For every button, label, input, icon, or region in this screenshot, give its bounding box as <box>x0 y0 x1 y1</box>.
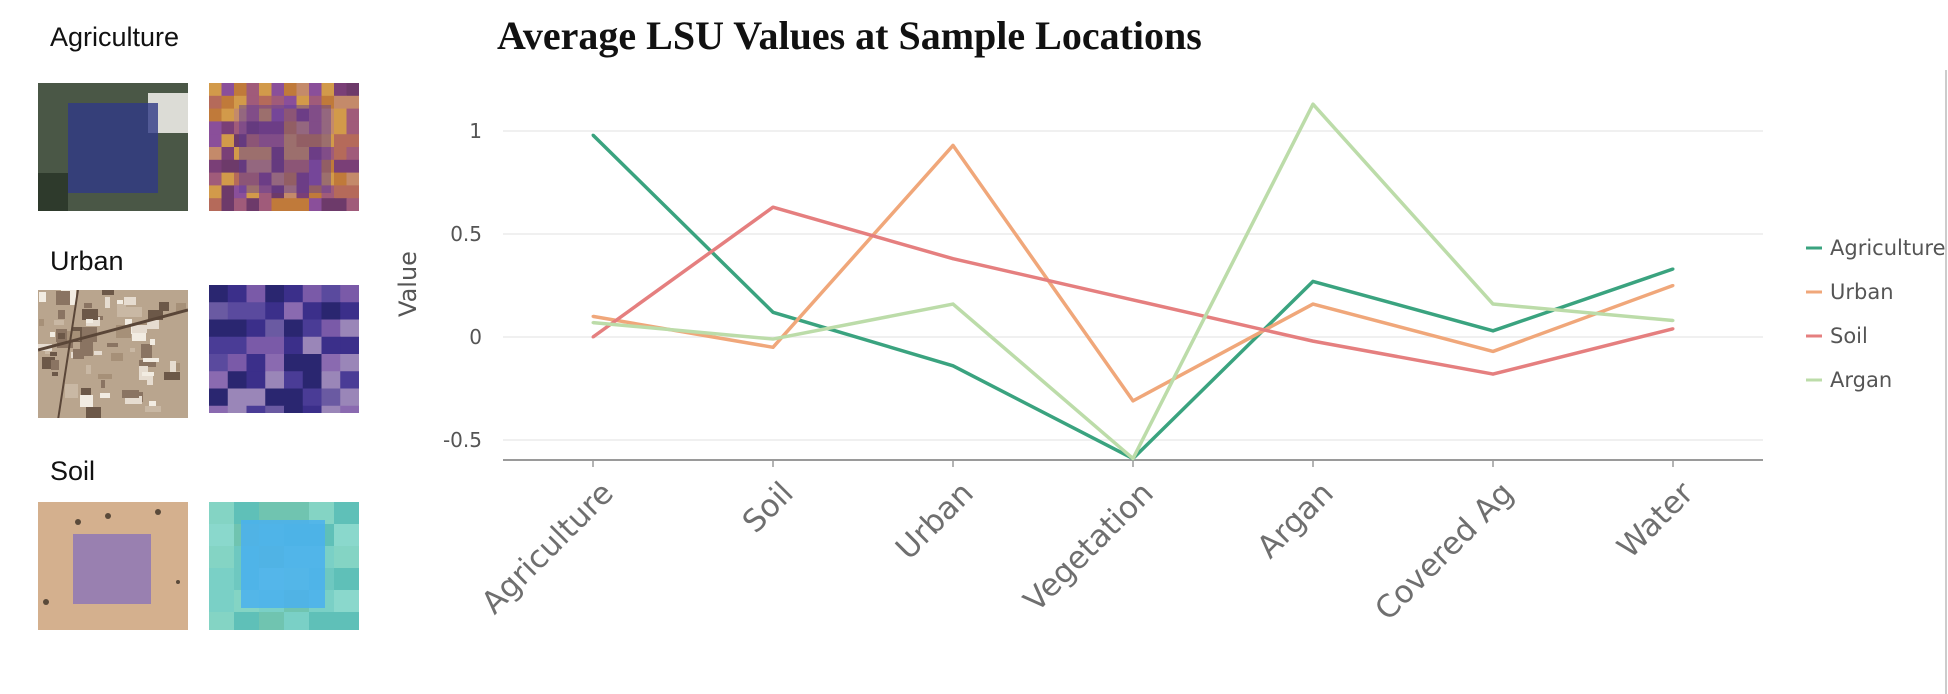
data-point <box>1311 279 1315 283</box>
y-tick-label: 0.5 <box>450 222 482 246</box>
data-point <box>771 345 775 349</box>
data-point <box>951 302 955 306</box>
data-point <box>1491 372 1495 376</box>
data-point <box>1131 298 1135 302</box>
soil-pixel-image <box>209 502 359 630</box>
data-point <box>591 133 595 137</box>
data-point <box>1491 329 1495 333</box>
panel-label-agriculture: Agriculture <box>50 22 180 52</box>
data-point <box>1671 284 1675 287</box>
urban-pixel-image <box>209 285 359 413</box>
chart-title: Average LSU Values at Sample Locations <box>497 13 1202 58</box>
data-point <box>951 364 955 368</box>
x-tick-label: Soil <box>736 475 801 540</box>
data-point <box>1311 102 1315 106</box>
data-point <box>1491 302 1495 306</box>
y-tick-label: 1 <box>469 119 482 143</box>
data-point <box>1311 302 1315 306</box>
legend-label: Urban <box>1830 280 1894 304</box>
data-point <box>1671 319 1675 323</box>
data-point <box>591 335 595 339</box>
legend: Agriculture Urban Soil Argan <box>1806 236 1946 392</box>
data-point <box>1671 267 1675 271</box>
series-line-argan <box>592 102 1674 461</box>
panel-label-soil: Soil <box>50 456 96 486</box>
panel-label-urban: Urban <box>50 246 124 276</box>
legend-label: Soil <box>1830 324 1868 348</box>
legend-label: Agriculture <box>1830 236 1946 260</box>
data-point <box>1131 457 1135 461</box>
data-point <box>591 321 595 325</box>
data-point <box>1491 349 1495 353</box>
data-point <box>591 314 595 318</box>
series-line-soil <box>591 205 1674 376</box>
urban-satellite-image <box>38 290 188 418</box>
agriculture-pixel-image <box>209 83 359 211</box>
data-point <box>951 143 955 147</box>
data-point <box>1131 399 1135 403</box>
x-tick-label: Argan <box>1250 475 1340 565</box>
x-tick-label: Covered Ag <box>1368 475 1520 627</box>
grid-lines <box>503 130 1763 441</box>
data-point <box>771 310 775 314</box>
x-tick-label: Vegetation <box>1017 475 1161 619</box>
series-line-agriculture <box>591 133 1674 461</box>
data-point <box>771 205 775 209</box>
data-point <box>1311 339 1315 343</box>
legend-label: Argan <box>1830 368 1892 392</box>
y-tick-label: 0 <box>469 325 482 349</box>
x-tick-label: Urban <box>889 475 981 567</box>
x-tick-label: Agriculture <box>475 475 621 621</box>
y-axis-title: Value <box>394 251 422 317</box>
data-point <box>1671 327 1675 331</box>
series-line-urban <box>592 143 1674 403</box>
agriculture-satellite-image <box>38 83 188 211</box>
soil-satellite-image <box>38 502 188 630</box>
x-tick-label: Water <box>1610 475 1700 565</box>
y-tick-label: -0.5 <box>443 428 482 452</box>
data-point <box>951 257 955 261</box>
data-point <box>771 337 775 341</box>
